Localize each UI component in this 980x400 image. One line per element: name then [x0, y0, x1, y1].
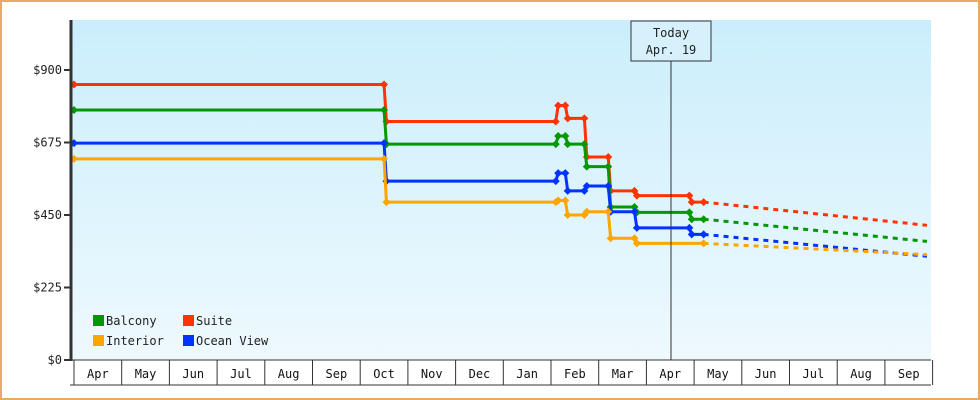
data-point-marker[interactable] [563, 211, 572, 219]
data-point-marker[interactable] [699, 239, 708, 248]
y-tick-label: $450 [33, 208, 62, 222]
data-point-marker[interactable] [687, 198, 696, 207]
data-point-marker[interactable] [563, 140, 572, 149]
data-point-marker[interactable] [554, 169, 563, 178]
legend: Balcony Suite Interior Ocean View [93, 314, 269, 348]
legend-label: Balcony [106, 314, 157, 328]
x-month-label: Dec [469, 367, 491, 381]
data-point-marker[interactable] [632, 223, 641, 232]
x-month-label: Feb [564, 367, 586, 381]
data-point-marker[interactable] [580, 140, 589, 149]
series-ocean-view [70, 139, 928, 258]
x-month-label: Jul [803, 367, 825, 381]
legend-label: Interior [106, 334, 164, 348]
today-label: Today [653, 26, 689, 40]
data-point-marker[interactable] [554, 101, 563, 110]
x-month-label: Nov [421, 367, 443, 381]
data-point-marker[interactable] [604, 207, 613, 216]
x-month-label: May [135, 367, 157, 381]
legend-label: Ocean View [196, 334, 269, 348]
data-point-marker[interactable] [551, 140, 560, 149]
data-point-marker[interactable] [563, 114, 572, 123]
x-month-label: Jun [182, 367, 204, 381]
data-point-marker[interactable] [685, 191, 694, 200]
data-point-marker[interactable] [632, 191, 641, 200]
data-point-marker[interactable] [630, 207, 639, 216]
data-point-marker[interactable] [561, 196, 570, 205]
data-point-marker[interactable] [685, 223, 694, 232]
data-point-marker[interactable] [380, 105, 389, 114]
data-point-marker[interactable] [699, 230, 708, 239]
data-point-marker[interactable] [380, 139, 389, 148]
x-month-label: Jan [516, 367, 538, 381]
x-month-label: Apr [87, 367, 109, 381]
y-tick-label: $675 [33, 136, 62, 150]
data-point-marker[interactable] [699, 198, 708, 207]
y-tick-label: $0 [48, 353, 62, 367]
data-point-marker[interactable] [382, 198, 391, 207]
legend-swatch [93, 335, 104, 346]
data-point-marker[interactable] [604, 153, 613, 161]
data-point-marker[interactable] [551, 117, 560, 126]
data-point-marker[interactable] [604, 182, 613, 190]
y-tick-label: $900 [33, 63, 62, 77]
today-date: Apr. 19 [646, 43, 697, 57]
x-month-label: Jul [230, 367, 252, 381]
data-point-marker[interactable] [632, 239, 641, 248]
data-point-marker[interactable] [685, 208, 694, 217]
legend-label: Suite [196, 314, 232, 328]
series-interior [70, 154, 928, 257]
data-point-marker[interactable] [687, 215, 696, 224]
data-point-marker[interactable] [687, 230, 696, 239]
data-point-marker[interactable] [554, 132, 563, 141]
data-point-marker[interactable] [561, 169, 570, 178]
legend-swatch [93, 315, 104, 326]
data-point-marker[interactable] [380, 154, 389, 163]
today-box [630, 20, 712, 62]
data-point-marker[interactable] [580, 114, 589, 123]
y-tick-label: $225 [33, 281, 62, 295]
data-point-marker[interactable] [561, 101, 570, 110]
series-layer [70, 80, 928, 258]
legend-swatch [183, 335, 194, 346]
plot-area [71, 20, 931, 360]
today-marker: Today Apr. 19 [630, 20, 712, 360]
x-month-label: Aug [278, 367, 300, 381]
data-point-marker[interactable] [551, 177, 560, 186]
x-month-label: Mar [612, 367, 634, 381]
x-month-label: Jun [755, 367, 777, 381]
x-month-label: Aug [850, 367, 872, 381]
data-point-marker[interactable] [380, 80, 389, 89]
data-point-marker[interactable] [582, 207, 591, 216]
data-point-marker[interactable] [582, 162, 591, 171]
x-month-label: Apr [659, 367, 681, 381]
x-month-label: Oct [373, 367, 395, 381]
legend-swatch [183, 315, 194, 326]
data-point-marker[interactable] [606, 234, 615, 243]
data-point-marker[interactable] [561, 132, 570, 141]
data-point-marker[interactable] [604, 162, 613, 171]
data-point-marker[interactable] [699, 215, 708, 224]
data-point-marker[interactable] [554, 196, 563, 205]
axes: $0 $225 $450 $675 $900 Apr May Jun Jul Aug Sep Oct N… [33, 20, 934, 386]
data-point-marker[interactable] [563, 186, 572, 195]
data-point-marker[interactable] [582, 182, 591, 190]
x-month-label: Sep [326, 367, 348, 381]
x-month-label: May [707, 367, 729, 381]
x-month-label: Sep [898, 367, 920, 381]
